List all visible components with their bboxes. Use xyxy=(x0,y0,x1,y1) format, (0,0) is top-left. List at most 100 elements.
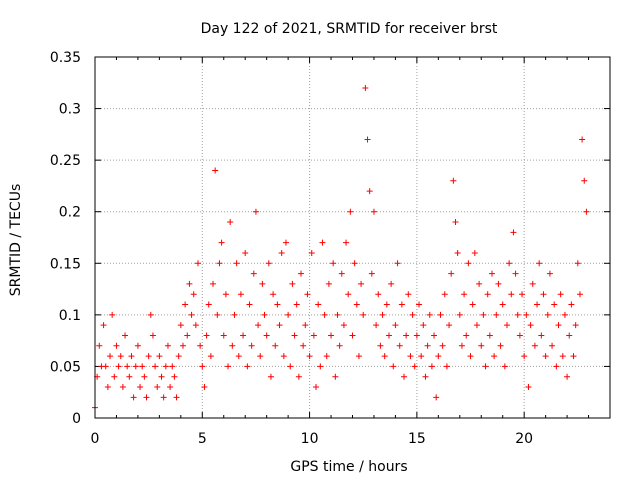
data-point xyxy=(345,291,352,298)
data-point xyxy=(111,373,118,380)
data-point xyxy=(349,332,356,339)
data-point xyxy=(126,373,133,380)
data-point xyxy=(169,363,176,370)
data-point xyxy=(265,260,272,267)
data-point xyxy=(360,311,367,318)
data-point xyxy=(542,353,549,360)
data-point xyxy=(141,373,148,380)
data-point xyxy=(538,332,545,339)
data-point xyxy=(298,270,304,277)
data-point xyxy=(242,249,249,256)
data-point xyxy=(566,332,573,339)
data-point xyxy=(124,363,131,370)
data-point xyxy=(388,280,395,287)
data-point xyxy=(287,363,294,370)
data-point xyxy=(358,280,365,287)
data-point xyxy=(282,239,289,246)
data-point xyxy=(246,301,253,308)
data-point xyxy=(437,311,444,318)
data-point xyxy=(529,280,536,287)
data-point xyxy=(175,353,182,360)
data-point xyxy=(149,332,156,339)
data-point xyxy=(218,239,225,246)
data-point xyxy=(143,394,150,401)
data-point xyxy=(156,353,163,360)
data-point xyxy=(546,270,553,277)
data-point xyxy=(210,280,217,287)
data-point xyxy=(222,291,229,298)
data-point xyxy=(220,332,227,339)
y-tick-label: 0.3 xyxy=(59,102,81,118)
data-point xyxy=(559,353,566,360)
x-tick-label: 15 xyxy=(408,431,426,447)
data-point xyxy=(557,291,564,298)
data-point xyxy=(413,332,420,339)
data-point xyxy=(499,301,506,308)
data-point xyxy=(291,332,298,339)
data-point xyxy=(581,177,588,184)
data-point xyxy=(295,373,302,380)
data-point xyxy=(448,270,455,277)
data-point xyxy=(186,280,193,287)
data-point xyxy=(274,301,281,308)
data-point xyxy=(572,322,579,329)
data-point xyxy=(259,280,266,287)
data-point xyxy=(368,270,375,277)
x-tick-label: 5 xyxy=(198,431,207,447)
data-point xyxy=(139,363,146,370)
data-point xyxy=(338,270,345,277)
data-point xyxy=(491,353,498,360)
data-point xyxy=(134,342,141,349)
data-point xyxy=(512,270,519,277)
data-point xyxy=(119,384,126,391)
data-point xyxy=(401,373,407,380)
data-point xyxy=(495,280,502,287)
data-point xyxy=(267,373,274,380)
y-axis-label: SRMTID / TECUs xyxy=(8,184,24,297)
data-point xyxy=(152,363,159,370)
data-point xyxy=(501,363,508,370)
data-point xyxy=(340,322,347,329)
data-point xyxy=(506,260,513,267)
data-point xyxy=(428,363,435,370)
data-point xyxy=(375,291,382,298)
data-point xyxy=(117,353,124,360)
data-point xyxy=(370,208,377,215)
data-point xyxy=(373,322,380,329)
data-point xyxy=(488,270,495,277)
data-point xyxy=(465,260,472,267)
y-tick-label: 0 xyxy=(72,411,81,427)
data-point xyxy=(531,342,538,349)
data-point xyxy=(182,301,189,308)
data-point xyxy=(418,353,425,360)
data-point xyxy=(177,322,184,329)
data-point xyxy=(420,322,427,329)
data-point xyxy=(332,373,339,380)
data-point xyxy=(534,301,541,308)
data-point xyxy=(255,322,262,329)
data-point xyxy=(321,311,328,318)
data-point xyxy=(231,311,238,318)
data-point xyxy=(257,353,264,360)
y-tick-label: 0.15 xyxy=(50,256,81,272)
data-point xyxy=(261,311,268,318)
data-point xyxy=(100,322,107,329)
data-point xyxy=(405,291,412,298)
data-point xyxy=(154,384,161,391)
data-point xyxy=(173,394,180,401)
data-point xyxy=(233,260,240,267)
data-point xyxy=(167,384,174,391)
data-point xyxy=(343,239,350,246)
data-point xyxy=(549,342,556,349)
data-point xyxy=(306,353,313,360)
data-point xyxy=(544,311,551,318)
data-point xyxy=(214,311,221,318)
data-point xyxy=(201,384,208,391)
data-point xyxy=(536,260,543,267)
data-point xyxy=(431,332,438,339)
data-point xyxy=(244,363,251,370)
data-point xyxy=(205,301,212,308)
data-point xyxy=(128,353,135,360)
data-point xyxy=(130,394,137,401)
data-point xyxy=(192,322,199,329)
